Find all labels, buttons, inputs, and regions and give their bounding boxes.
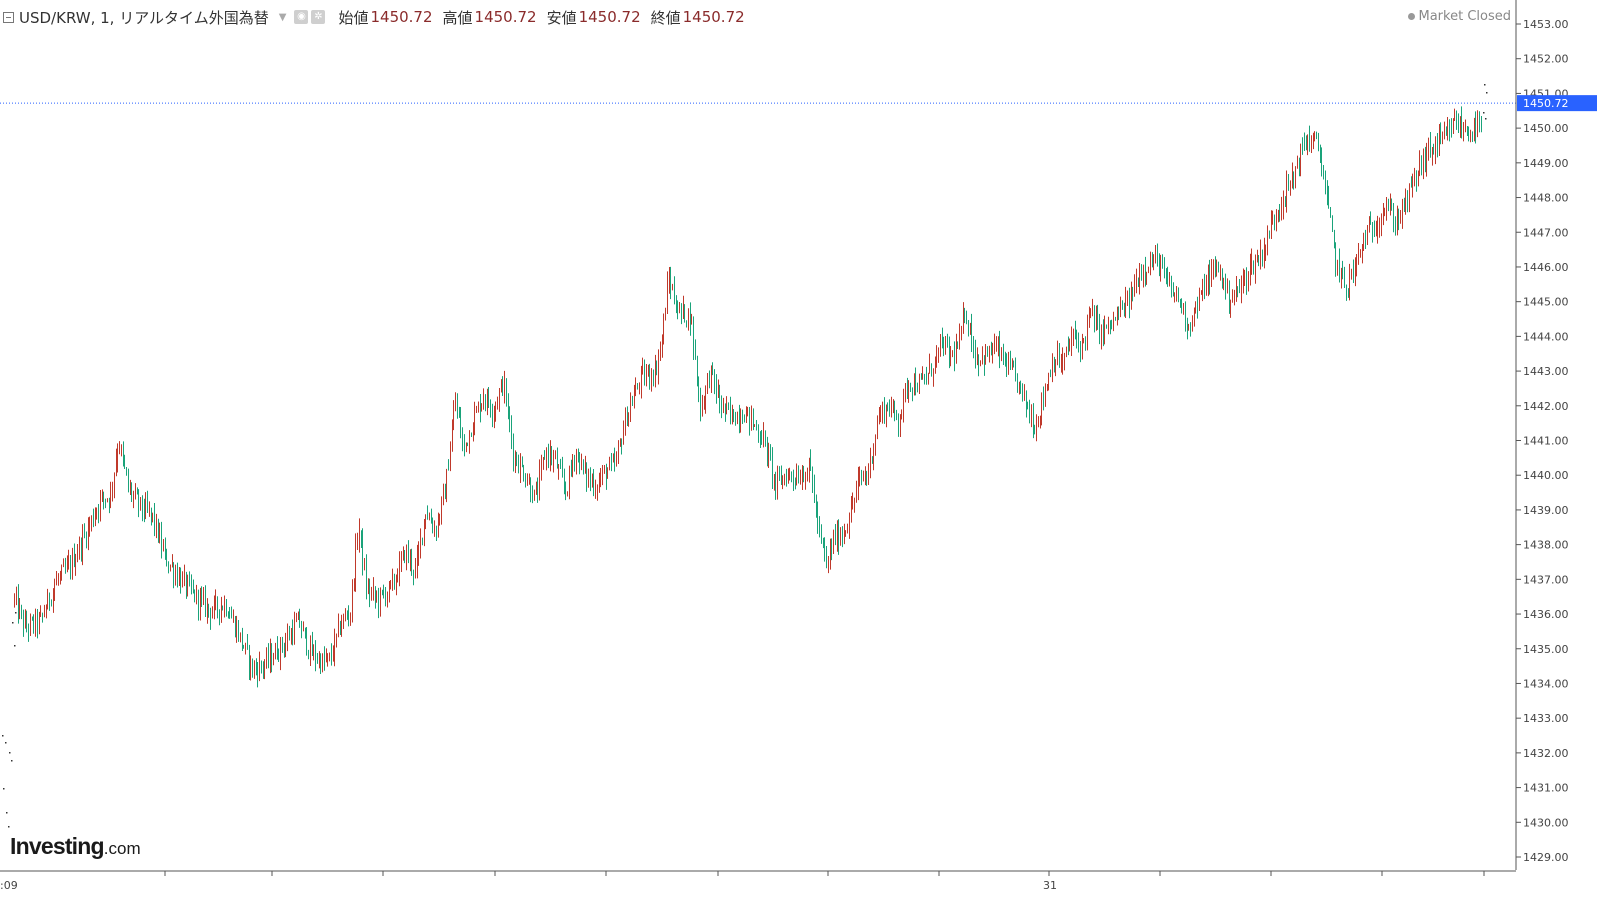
tick-dot xyxy=(14,645,16,647)
y-tick-label: 1444.00 xyxy=(1523,330,1569,343)
symbol-title[interactable]: USD/KRW, 1, リアルタイム外国為替 xyxy=(19,8,269,27)
y-tick-label: 1439.00 xyxy=(1523,504,1569,517)
open-label: 始値 xyxy=(338,8,369,27)
tick-dot xyxy=(1483,112,1485,114)
tick-dot xyxy=(15,612,17,614)
close-value: 1450.72 xyxy=(682,8,745,26)
tick-dot xyxy=(2,735,4,737)
chart-header: USD/KRW, 1, リアルタイム外国為替 ▼ ◉ ✲ 始値 1450.72 高… xyxy=(0,7,745,27)
market-status-text: Market Closed xyxy=(1418,9,1512,24)
time-axis-ticks: :09 31 xyxy=(0,871,1485,892)
y-tick-label: 1431.00 xyxy=(1523,782,1569,795)
tick-dot xyxy=(5,742,7,744)
last-price-label: 1450.72 xyxy=(1523,97,1569,110)
eye-icon[interactable]: ◉ xyxy=(294,10,309,24)
y-tick-label: 1449.00 xyxy=(1523,157,1569,170)
y-tick-label: 1447.00 xyxy=(1523,226,1569,239)
chevron-down-icon[interactable]: ▼ xyxy=(278,11,287,23)
tick-dot xyxy=(1485,118,1487,120)
y-tick-label: 1453.00 xyxy=(1523,18,1569,31)
open-value: 1450.72 xyxy=(370,8,433,26)
gear-icon[interactable]: ✲ xyxy=(311,10,326,24)
tick-dot xyxy=(9,752,11,754)
low-label: 安値 xyxy=(546,8,577,27)
y-tick-label: 1433.00 xyxy=(1523,712,1569,725)
brand-name: Investing xyxy=(10,833,105,859)
tick-dot xyxy=(1486,92,1488,94)
x-tick-label: :09 xyxy=(0,879,18,892)
y-tick-label: 1448.00 xyxy=(1523,192,1569,205)
y-tick-label: 1432.00 xyxy=(1523,747,1569,760)
price-axis[interactable] xyxy=(1516,0,1597,908)
time-axis[interactable] xyxy=(0,870,1597,908)
tick-dot xyxy=(8,826,10,828)
tick-dot xyxy=(1484,84,1486,86)
y-tick-label: 1443.00 xyxy=(1523,365,1569,378)
high-value: 1450.72 xyxy=(474,8,537,26)
y-tick-label: 1435.00 xyxy=(1523,643,1569,656)
y-tick-label: 1441.00 xyxy=(1523,435,1569,448)
y-tick-label: 1442.00 xyxy=(1523,400,1569,413)
y-tick-label: 1437.00 xyxy=(1523,573,1569,586)
collapse-icon[interactable] xyxy=(3,11,14,23)
high-label: 高値 xyxy=(442,8,473,27)
y-tick-label: 1429.00 xyxy=(1523,851,1569,864)
price-axis-ticks: 1429.00 1430.00 1431.00 1432.00 1433.00 1434.… xyxy=(1516,18,1569,864)
y-tick-label: 1440.00 xyxy=(1523,469,1569,482)
brand-suffix: .com xyxy=(103,839,141,858)
market-status: Market Closed xyxy=(1407,9,1512,24)
y-tick-label: 1434.00 xyxy=(1523,677,1569,690)
tick-dot xyxy=(11,760,13,762)
last-price-tag: 1450.72 xyxy=(1517,95,1597,112)
y-tick-label: 1436.00 xyxy=(1523,608,1569,621)
close-label: 終値 xyxy=(650,8,681,27)
pre-market-ticks xyxy=(2,84,1488,828)
tick-dot xyxy=(3,788,5,790)
tick-dot xyxy=(12,622,14,624)
candlestick-series xyxy=(14,106,1482,688)
y-tick-label: 1438.00 xyxy=(1523,539,1569,552)
status-dot-icon xyxy=(1407,13,1415,20)
tick-dot xyxy=(6,812,8,814)
y-tick-label: 1450.00 xyxy=(1523,122,1569,135)
brand-logo: Investing .com xyxy=(10,833,141,860)
y-tick-label: 1446.00 xyxy=(1523,261,1569,274)
y-tick-label: 1445.00 xyxy=(1523,296,1569,309)
y-tick-label: 1430.00 xyxy=(1523,816,1569,829)
low-value: 1450.72 xyxy=(578,8,641,26)
y-tick-label: 1452.00 xyxy=(1523,53,1569,66)
x-tick-label: 31 xyxy=(1043,879,1057,892)
